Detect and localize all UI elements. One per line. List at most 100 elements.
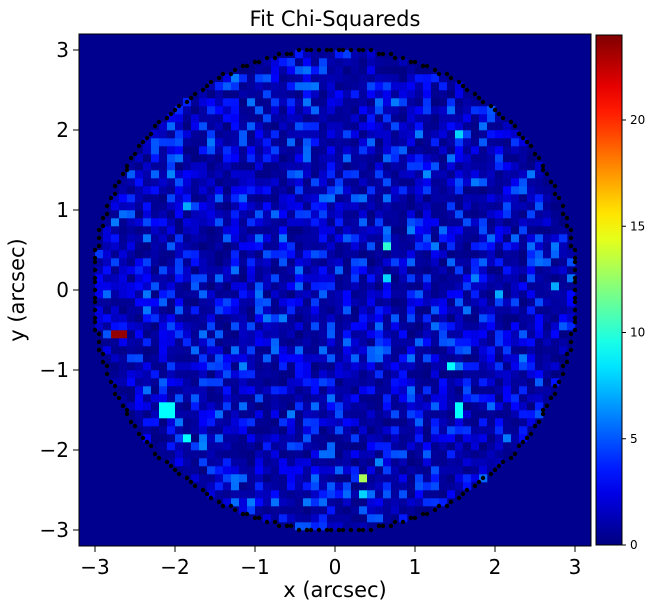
heatmap-cell — [351, 114, 360, 123]
heatmap-cell — [359, 362, 368, 371]
heatmap-cell — [527, 338, 536, 347]
heatmap-cell — [103, 266, 112, 275]
heatmap-cell — [415, 266, 424, 275]
heatmap-cell — [167, 162, 176, 171]
heatmap-cell — [279, 458, 288, 467]
heatmap-cell — [175, 378, 184, 387]
heatmap-cell — [479, 162, 488, 171]
heatmap-cell — [255, 370, 264, 379]
heatmap-cell — [255, 282, 264, 291]
heatmap-cell — [471, 250, 480, 259]
heatmap-cell — [231, 354, 240, 363]
heatmap-cell — [415, 306, 424, 315]
heatmap-cell — [247, 114, 256, 123]
heatmap-cell — [383, 274, 392, 283]
heatmap-cell — [95, 322, 104, 331]
heatmap-cell — [103, 346, 112, 355]
heatmap-cell — [479, 306, 488, 315]
heatmap-cell — [255, 354, 264, 363]
heatmap-cell — [183, 386, 192, 395]
heatmap-cell — [223, 490, 232, 499]
heatmap-cell — [287, 330, 296, 339]
heatmap-cell — [391, 418, 400, 427]
heatmap-cell — [439, 322, 448, 331]
heatmap-cell — [535, 402, 544, 411]
heatmap-cell — [343, 274, 352, 283]
heatmap-cell — [399, 106, 408, 115]
heatmap-cell — [391, 98, 400, 107]
y-tick-label: −2 — [40, 438, 69, 462]
heatmap-cell — [271, 154, 280, 163]
heatmap-cell — [271, 450, 280, 459]
heatmap-cell — [415, 354, 424, 363]
heatmap-cell — [479, 298, 488, 307]
heatmap-cell — [191, 274, 200, 283]
heatmap-cell — [543, 354, 552, 363]
heatmap-cell — [287, 282, 296, 291]
heatmap-cell — [103, 250, 112, 259]
heatmap-cell — [351, 442, 360, 451]
heatmap-cell — [471, 242, 480, 251]
heatmap-cell — [255, 98, 264, 107]
mask-edge-marker — [528, 143, 534, 149]
heatmap-cell — [119, 258, 128, 267]
heatmap-cell — [503, 178, 512, 187]
heatmap-cell — [543, 234, 552, 243]
heatmap-cell — [383, 386, 392, 395]
heatmap-cell — [175, 258, 184, 267]
heatmap-cell — [303, 482, 312, 491]
heatmap-cell — [167, 330, 176, 339]
heatmap-cell — [487, 410, 496, 419]
mask-edge-marker — [228, 503, 234, 509]
heatmap-cell — [343, 194, 352, 203]
heatmap-cell — [391, 402, 400, 411]
heatmap-cell — [383, 74, 392, 83]
heatmap-cell — [271, 322, 280, 331]
mask-edge-marker — [204, 491, 210, 497]
heatmap-cell — [303, 178, 312, 187]
heatmap-cell — [151, 362, 160, 371]
heatmap-cell — [119, 314, 128, 323]
heatmap-cell — [431, 282, 440, 291]
heatmap-cell — [191, 186, 200, 195]
heatmap-cell — [367, 74, 376, 83]
mask-edge-marker — [100, 359, 106, 365]
heatmap-cell — [143, 330, 152, 339]
heatmap-cell — [415, 90, 424, 99]
heatmap-cell — [247, 450, 256, 459]
heatmap-cell — [287, 226, 296, 235]
heatmap-cell — [343, 514, 352, 523]
heatmap-cell — [559, 282, 568, 291]
heatmap-cell — [415, 362, 424, 371]
heatmap-cell — [103, 306, 112, 315]
heatmap-cell — [183, 354, 192, 363]
heatmap-cell — [255, 394, 264, 403]
heatmap-cell — [511, 218, 520, 227]
heatmap-cell — [111, 314, 120, 323]
heatmap-cell — [199, 402, 208, 411]
heatmap-cell — [215, 386, 224, 395]
heatmap-cell — [151, 290, 160, 299]
heatmap-cell — [175, 114, 184, 123]
heatmap-cell — [223, 290, 232, 299]
heatmap-cell — [567, 266, 576, 275]
heatmap-cell — [407, 234, 416, 243]
heatmap-cell — [383, 482, 392, 491]
heatmap-cell — [311, 386, 320, 395]
heatmap-cell — [303, 258, 312, 267]
heatmap-cell — [391, 186, 400, 195]
heatmap-cell — [351, 370, 360, 379]
heatmap-cell — [167, 402, 176, 411]
heatmap-cell — [191, 202, 200, 211]
heatmap-cell — [367, 306, 376, 315]
heatmap-cell — [375, 66, 384, 75]
mask-edge-marker — [516, 131, 522, 137]
heatmap-cell — [327, 82, 336, 91]
heatmap-cell — [383, 338, 392, 347]
heatmap-cell — [439, 162, 448, 171]
heatmap-cell — [231, 338, 240, 347]
heatmap-cell — [487, 210, 496, 219]
heatmap-cell — [375, 322, 384, 331]
heatmap-cell — [519, 330, 528, 339]
